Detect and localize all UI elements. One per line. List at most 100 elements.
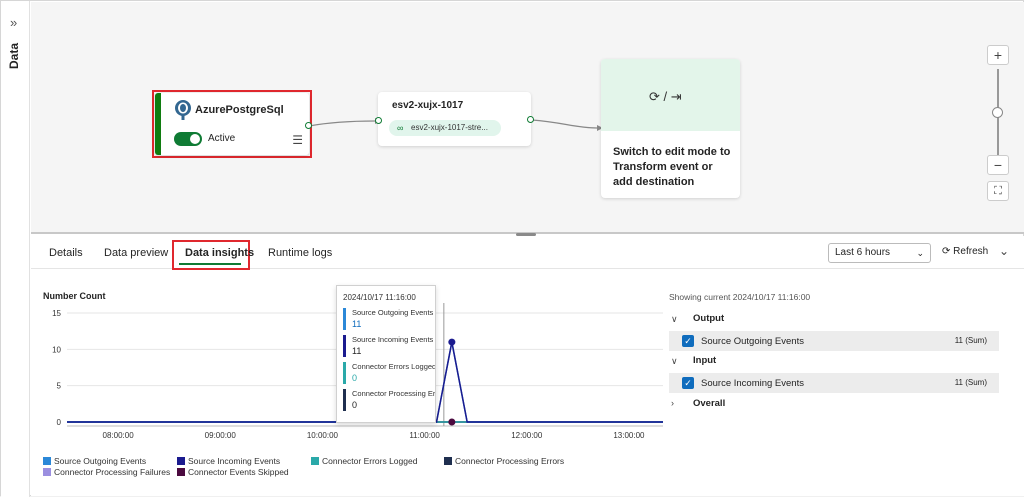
output-metric-checkbox[interactable]: ✓ — [682, 335, 694, 347]
stream-chip-label: esv2-xujx-1017-stre... — [411, 123, 488, 132]
hover-point-incoming — [448, 338, 456, 346]
y-tick-label: 10 — [52, 345, 61, 354]
tooltip-item: Source Incoming Events 11 — [343, 335, 435, 357]
legend-label: Connector Processing Errors — [455, 456, 565, 466]
stream-output-port[interactable] — [527, 116, 534, 123]
y-tick-label: 0 — [57, 418, 62, 427]
legend-label: Source Incoming Events — [188, 456, 281, 466]
input-metric-checkbox[interactable]: ✓ — [682, 377, 694, 389]
y-tick-label: 5 — [57, 382, 62, 391]
x-tick-label: 08:00:00 — [103, 431, 135, 440]
source-output-port[interactable] — [305, 122, 312, 129]
legend-swatch — [311, 457, 319, 465]
refresh-icon: ⟳ — [942, 246, 951, 257]
overall-group-title[interactable]: Overall — [693, 398, 726, 409]
stream-chip[interactable]: ∞ esv2-xujx-1017-stre... — [389, 120, 501, 136]
tab-details[interactable]: Details — [49, 247, 83, 259]
output-metric-label: Source Outgoing Events — [701, 336, 804, 347]
x-tick-label: 11:00:00 — [409, 431, 440, 440]
active-tab-indicator — [179, 263, 241, 265]
tooltip-item-value: 0 — [352, 400, 358, 410]
chart-tooltip: 2024/10/17 11:16:00 Source Outgoing Even… — [336, 285, 436, 423]
refresh-label: Refresh — [953, 246, 989, 257]
tooltip-item: Source Outgoing Events 11 — [343, 308, 435, 330]
tooltip-item: Connector Errors Logged 0 — [343, 362, 435, 384]
tooltip-item-value: 0 — [352, 373, 358, 383]
legend-label: Connector Events Skipped — [188, 467, 289, 477]
x-tick-label: 12:00:00 — [511, 431, 543, 440]
stream-node[interactable]: esv2-xujx-1017 ∞ esv2-xujx-1017-stre... — [378, 92, 531, 146]
bottom-panel: Details Data preview Data insights Runti… — [31, 236, 1024, 496]
chevron-down-icon: ⌄ — [916, 248, 924, 258]
input-group-title[interactable]: Input — [693, 355, 717, 366]
tab-highlight — [172, 240, 250, 270]
tooltip-item-label: Source Outgoing Events — [352, 308, 434, 317]
tooltip-item-label: Source Incoming Events — [352, 335, 434, 344]
x-tick-label: 13:00:00 — [613, 431, 645, 440]
refresh-button[interactable]: ⟳ Refresh — [942, 246, 988, 257]
chart-title: Number Count — [43, 291, 106, 301]
output-metric-row[interactable]: ✓ Source Outgoing Events 11 (Sum) — [669, 331, 999, 351]
stream-node-title: esv2-xujx-1017 — [392, 100, 464, 111]
expand-chevron-icon[interactable]: » — [10, 15, 18, 30]
output-group-title[interactable]: Output — [693, 313, 725, 324]
legend-swatch — [43, 457, 51, 465]
flow-canvas[interactable]: AzurePostgreSql Active ☰ esv2-xujx-1017 … — [31, 2, 1024, 234]
left-rail: » Data — [1, 1, 30, 497]
stream-icon: ∞ — [397, 123, 404, 133]
active-toggle[interactable] — [174, 132, 202, 146]
legend-swatch — [43, 468, 51, 476]
legend-swatch — [444, 457, 452, 465]
legend-item[interactable]: Connector Processing Errors — [444, 456, 564, 466]
input-group-chevron-icon[interactable]: ∨ — [671, 356, 678, 366]
tooltip-item-label: Connector Errors Logged — [352, 362, 436, 371]
tab-data-insights[interactable]: Data insights — [185, 247, 255, 259]
legend-item[interactable]: Connector Errors Logged — [311, 456, 417, 466]
legend-swatch — [177, 457, 185, 465]
legend-item[interactable]: Source Incoming Events — [177, 456, 280, 466]
zoom-slider-thumb[interactable] — [992, 107, 1003, 118]
destination-placeholder-node[interactable]: ⟳ / ⇥ Switch to edit mode to Transform e… — [601, 59, 740, 198]
zoom-in-button[interactable]: + — [987, 45, 1009, 65]
tab-data-preview[interactable]: Data preview — [104, 247, 169, 259]
exit-icon: ⇥ — [670, 89, 682, 104]
toggle-knob — [190, 134, 200, 144]
panel-splitter[interactable] — [516, 233, 536, 236]
legend-swatch — [177, 468, 185, 476]
tab-runtime-logs[interactable]: Runtime logs — [268, 247, 333, 259]
fit-view-button[interactable]: ⛶ — [987, 181, 1009, 201]
destination-hint: Switch to edit mode to Transform event o… — [613, 146, 731, 188]
source-node[interactable]: AzurePostgreSql Active ☰ — [155, 93, 309, 155]
legend-label: Source Outgoing Events — [54, 456, 147, 466]
icon-separator: / — [663, 89, 668, 104]
source-node-title: AzurePostgreSql — [195, 104, 284, 116]
tooltip-item-value: 11 — [352, 346, 362, 356]
legend-item[interactable]: Connector Processing Failures — [43, 467, 170, 477]
active-label: Active — [208, 133, 236, 144]
time-range-select[interactable]: Last 6 hours ⌄ — [828, 243, 931, 263]
x-tick-label: 09:00:00 — [205, 431, 237, 440]
hover-point-skipped — [448, 418, 456, 426]
rail-label[interactable]: Data — [7, 42, 21, 69]
overall-group-chevron-icon[interactable]: › — [671, 398, 674, 408]
output-group-chevron-icon[interactable]: ∨ — [671, 314, 678, 324]
tooltip-item: Connector Processing Errors 0 — [343, 389, 435, 411]
node-menu-icon[interactable]: ☰ — [292, 133, 303, 147]
tooltip-item-label: Connector Processing Errors — [352, 389, 436, 398]
x-tick-label: 10:00:00 — [307, 431, 339, 440]
legend-label: Connector Errors Logged — [322, 456, 418, 466]
zoom-out-button[interactable]: − — [987, 155, 1009, 175]
stream-input-port[interactable] — [375, 117, 382, 124]
input-metric-row[interactable]: ✓ Source Incoming Events 11 (Sum) — [669, 373, 999, 393]
destination-header: ⟳ / ⇥ — [601, 59, 740, 131]
legend-item[interactable]: Connector Events Skipped — [177, 467, 289, 477]
tooltip-item-value: 11 — [352, 319, 362, 329]
legend-item[interactable]: Source Outgoing Events — [43, 456, 146, 466]
legend-label: Connector Processing Failures — [54, 467, 171, 477]
tab-bar: Details Data preview Data insights Runti… — [31, 236, 1024, 270]
y-tick-label: 15 — [52, 309, 61, 318]
input-metric-value: 11 (Sum) — [954, 378, 987, 387]
input-metric-label: Source Incoming Events — [701, 378, 804, 389]
collapse-panel-chevron-icon[interactable]: ⌄ — [999, 244, 1010, 258]
